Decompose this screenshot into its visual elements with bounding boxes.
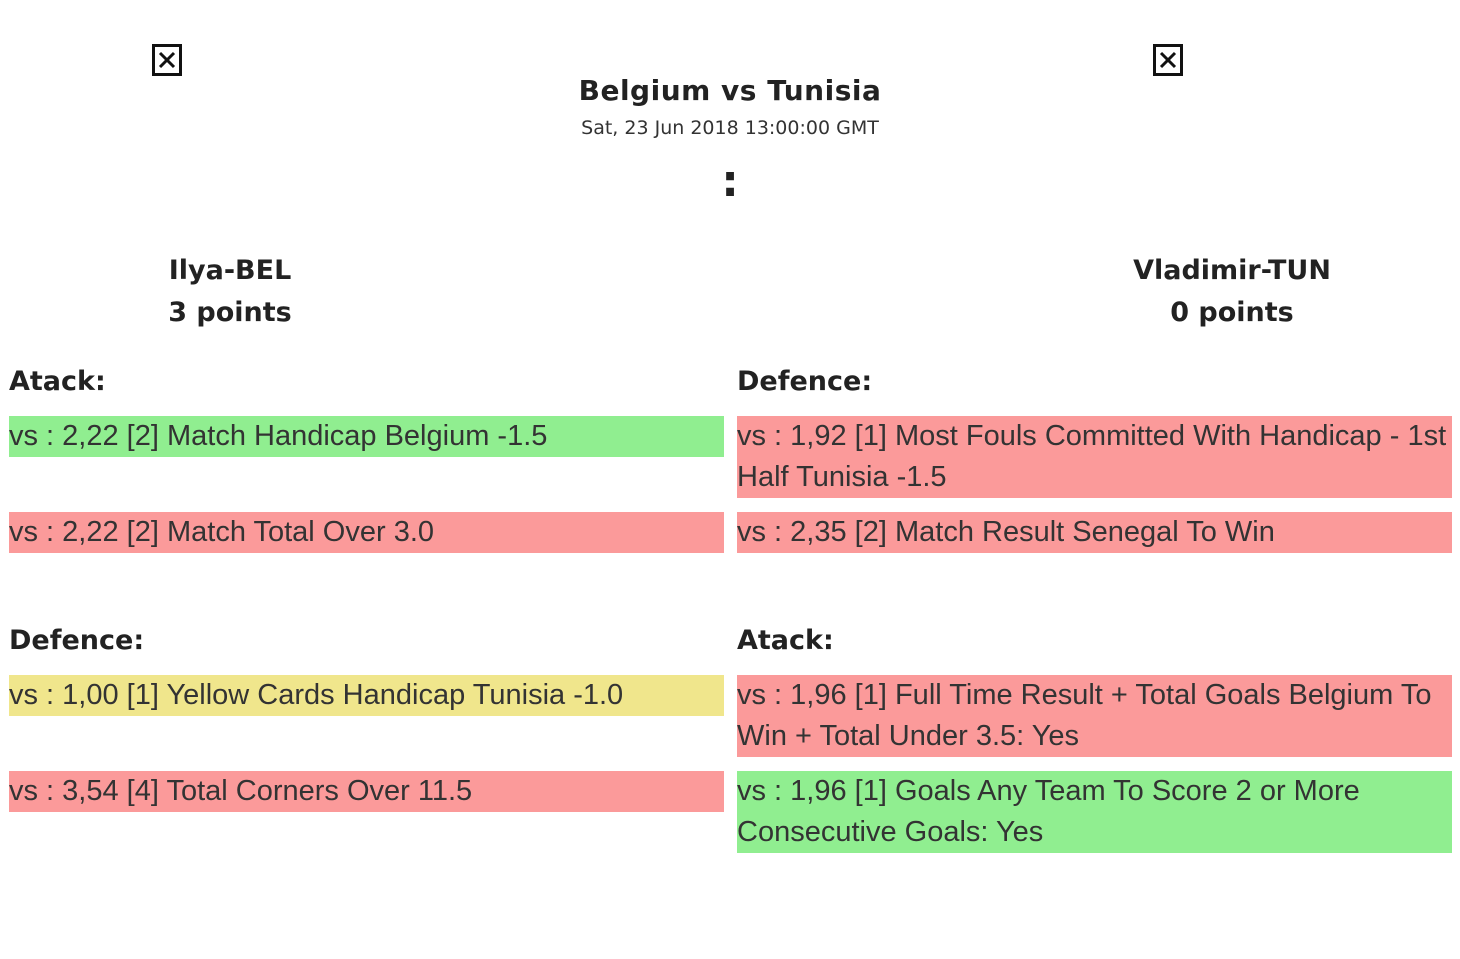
section-title-atack-left: Atack:: [9, 366, 106, 397]
broken-image-icon: [1153, 44, 1183, 76]
bet-item: vs : 3,54 [4] Total Corners Over 11.5: [9, 771, 724, 812]
player-name: Ilya-BEL: [168, 255, 292, 286]
broken-image-icon: [152, 44, 182, 76]
player-right: Vladimir-TUN 0 points: [1032, 250, 1432, 334]
player-points: 3 points: [168, 297, 292, 328]
bet-item: vs : 2,22 [2] Match Handicap Belgium -1.…: [9, 416, 724, 457]
bet-item: vs : 2,35 [2] Match Result Senegal To Wi…: [737, 512, 1452, 553]
broken-image-glyph: [158, 51, 176, 69]
bet-item: vs : 1,92 [1] Most Fouls Committed With …: [737, 416, 1452, 498]
bet-item: vs : 1,96 [1] Full Time Result + Total G…: [737, 675, 1452, 757]
bet-item: vs : 1,00 [1] Yellow Cards Handicap Tuni…: [9, 675, 724, 716]
broken-image-glyph: [1159, 51, 1177, 69]
section-title-defence-left: Defence:: [9, 625, 145, 656]
player-name: Vladimir-TUN: [1133, 255, 1331, 286]
section-title-atack-right: Atack:: [737, 625, 834, 656]
bet-item: vs : 1,96 [1] Goals Any Team To Score 2 …: [737, 771, 1452, 853]
bet-item: vs : 2,22 [2] Match Total Over 3.0: [9, 512, 724, 553]
section-title-defence-right: Defence:: [737, 366, 873, 397]
player-left: Ilya-BEL 3 points: [30, 250, 430, 334]
score-separator: :: [721, 156, 739, 207]
player-points: 0 points: [1170, 297, 1294, 328]
match-date: Sat, 23 Jun 2018 13:00:00 GMT: [581, 117, 879, 139]
match-title: Belgium vs Tunisia: [578, 74, 882, 107]
